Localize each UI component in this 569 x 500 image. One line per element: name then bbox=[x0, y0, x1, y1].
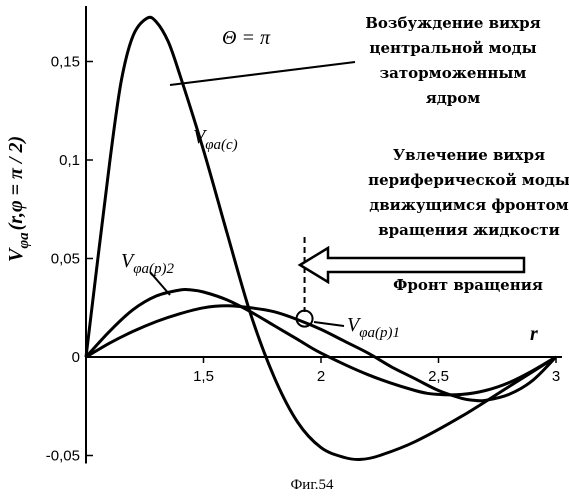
x-tick-label: 2 bbox=[317, 368, 325, 385]
c-label-spacer bbox=[187, 145, 188, 152]
series-label: Vφa(c) bbox=[193, 126, 238, 153]
y-tick-label: 0,15 bbox=[51, 54, 80, 71]
central-mode-line-3: заторможенным bbox=[380, 64, 527, 82]
peripheral-mode-line-2: периферической моды bbox=[368, 171, 569, 189]
peripheral-mode-line-4: вращения жидкости bbox=[378, 221, 559, 239]
central-mode-line-2: центральной моды bbox=[369, 39, 536, 57]
y-axis-label: Vφa(r,φ = π / 2) bbox=[5, 136, 32, 262]
annotation-group: Θ = π Возбуждение вихря центральной моды… bbox=[121, 14, 569, 493]
x-axis-label: r bbox=[530, 323, 538, 345]
series-label-sub: φa(p)1 bbox=[359, 325, 400, 341]
front-label: Фронт вращения bbox=[393, 276, 543, 294]
series-label: Vφa(p)2 bbox=[121, 250, 175, 277]
p1-label-leader bbox=[314, 322, 344, 326]
central-mode-leader-line bbox=[170, 62, 355, 85]
y-tick-label: -0,05 bbox=[46, 448, 80, 465]
series-label-sub: φa(p)2 bbox=[133, 261, 174, 277]
y-tick-label: 0,1 bbox=[59, 152, 80, 169]
peripheral-mode-line-1: Увлечение вихря bbox=[393, 146, 545, 164]
series-label-sub: φa(c) bbox=[205, 137, 237, 153]
peripheral-mode-line-3: движущимся фронтом bbox=[369, 196, 568, 214]
series-label: Vφa(p)1 bbox=[347, 314, 400, 341]
figure-caption: Фиг.54 bbox=[290, 477, 334, 493]
central-mode-line-1: Возбуждение вихря bbox=[365, 14, 540, 32]
x-tick-label: 1,5 bbox=[193, 368, 214, 385]
x-tick-label: 3 bbox=[552, 368, 560, 385]
x-tick-label: 2,5 bbox=[428, 368, 449, 385]
central-mode-line-4: ядром bbox=[426, 89, 481, 107]
theta-annotation: Θ = π bbox=[222, 27, 271, 49]
y-tick-label: 0 bbox=[72, 349, 80, 366]
y-axis-label-args: (r,φ = π / 2) bbox=[5, 136, 27, 231]
y-axis-label-sub: φa bbox=[16, 232, 32, 249]
y-tick-label: 0,05 bbox=[51, 251, 80, 268]
